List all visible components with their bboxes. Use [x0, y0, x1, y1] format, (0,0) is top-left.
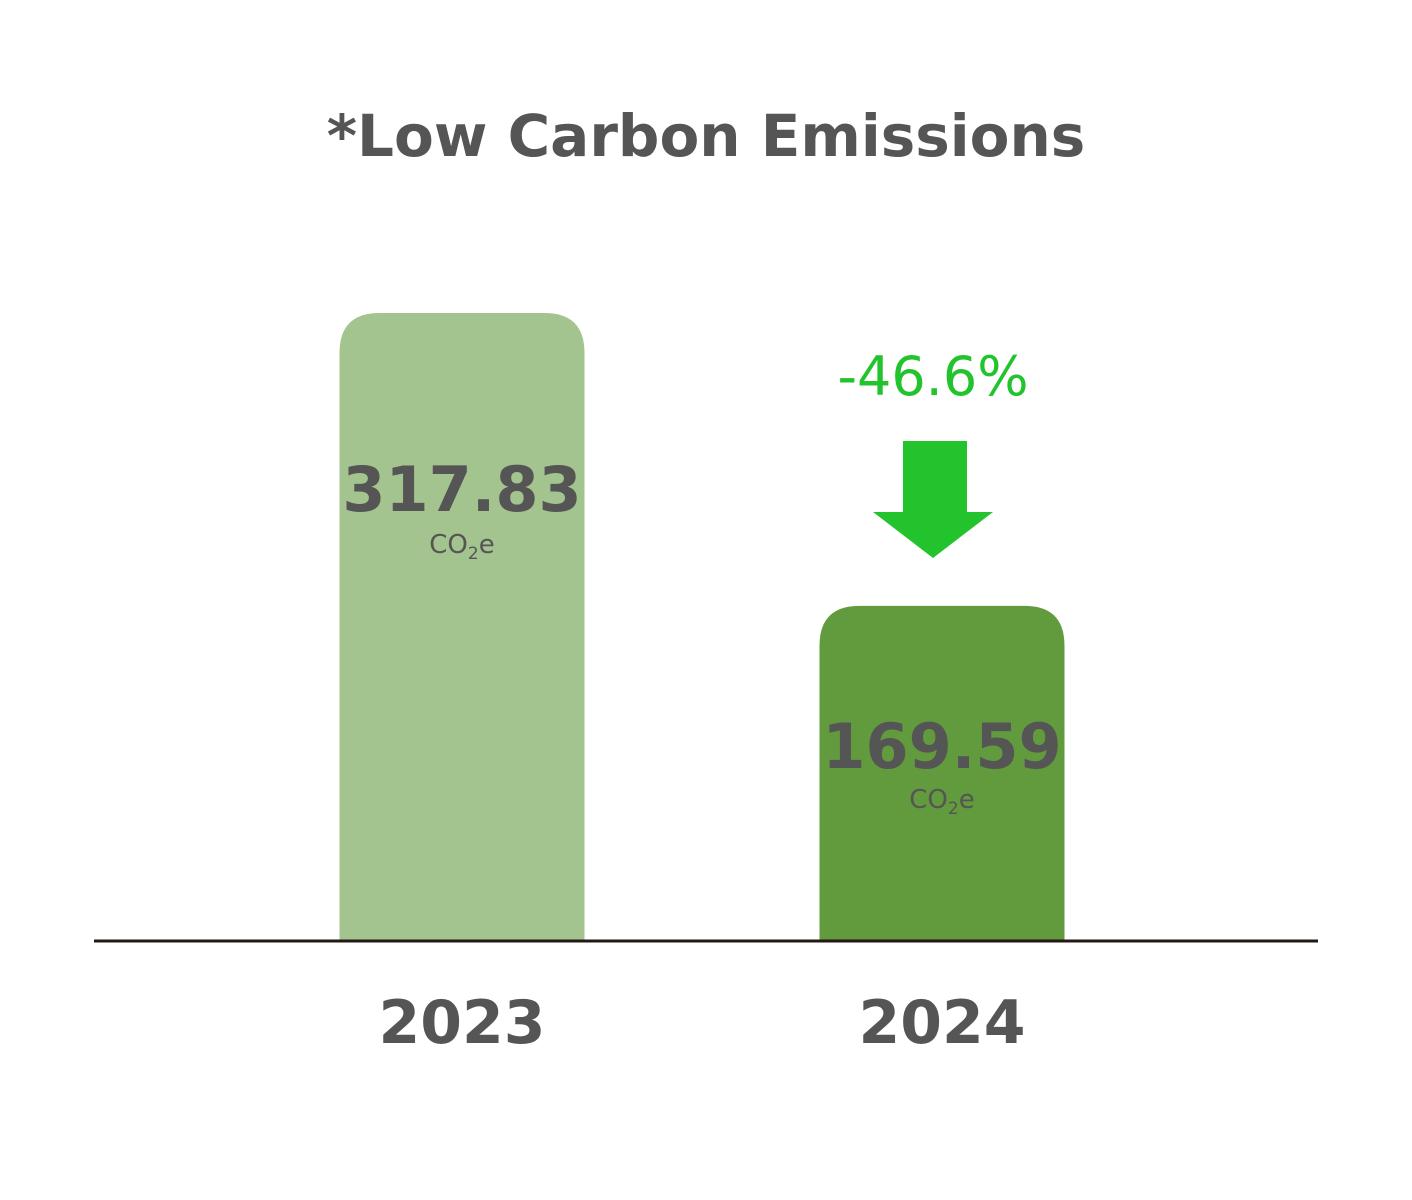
unit-label-2024: CO2e	[909, 785, 974, 819]
bar-2024	[819, 605, 1065, 941]
data-label-2024: 169.59	[822, 710, 1061, 783]
chart-title: *Low Carbon Emissions	[327, 102, 1086, 170]
down-arrow-icon	[873, 441, 993, 558]
x-tick-label-2023: 2023	[379, 988, 546, 1058]
change-label: -46.6%	[837, 345, 1028, 408]
x-tick-label-2024: 2024	[859, 988, 1026, 1058]
unit-label-2023: CO2e	[429, 530, 494, 564]
bar-2023	[339, 313, 585, 941]
data-label-2023: 317.83	[342, 453, 581, 526]
